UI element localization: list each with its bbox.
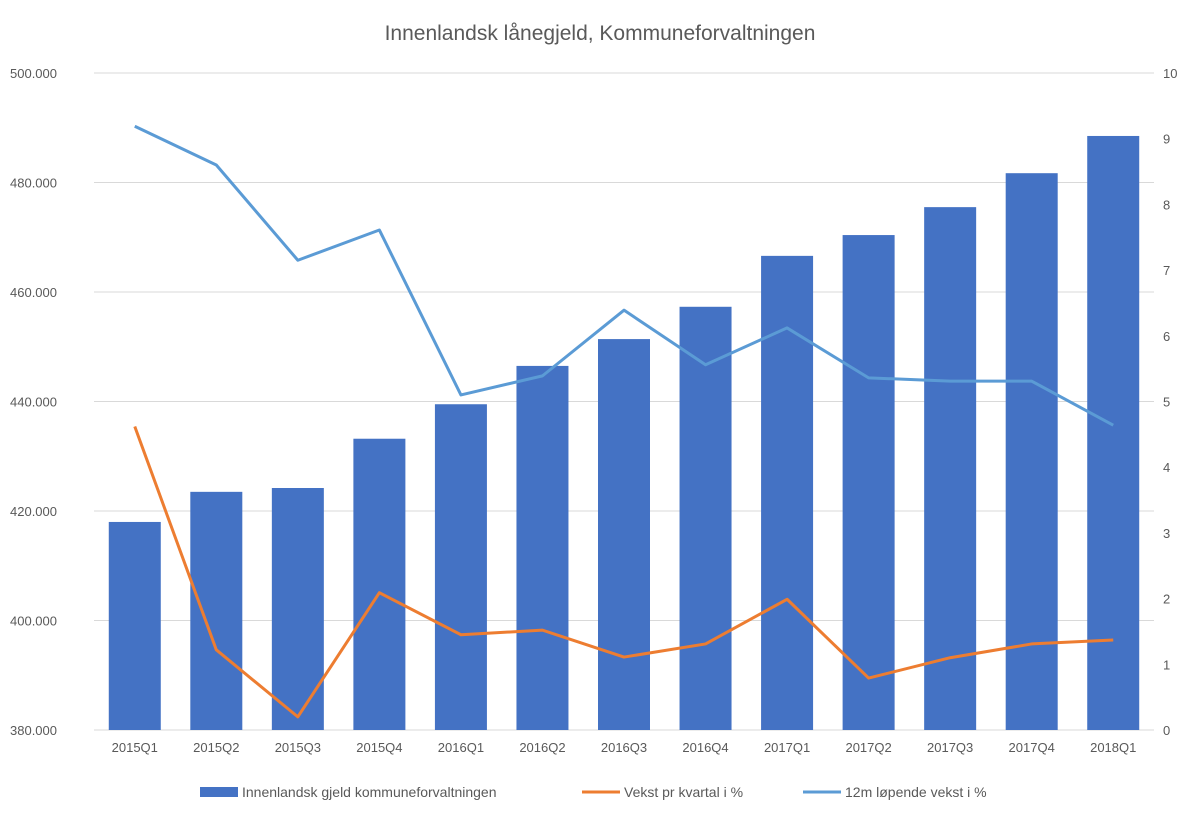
y-right-tick-label: 3 bbox=[1163, 526, 1170, 541]
axes: 380.000 400.000 420.000 440.000 460.000 480.0… bbox=[10, 66, 1177, 755]
x-tick-label: 2016Q2 bbox=[519, 740, 565, 755]
bar bbox=[842, 235, 895, 730]
bar bbox=[1087, 135, 1140, 730]
y-right-tick-label: 0 bbox=[1163, 723, 1170, 738]
y-left-tick-label: 380.000 bbox=[10, 723, 57, 738]
legend-label: 12m løpende vekst i % bbox=[845, 784, 987, 800]
x-tick-label: 2016Q3 bbox=[601, 740, 647, 755]
bar bbox=[1005, 173, 1058, 730]
x-tick-label: 2017Q1 bbox=[764, 740, 810, 755]
y-left-tick-label: 460.000 bbox=[10, 285, 57, 300]
y-right-tick-label: 8 bbox=[1163, 197, 1170, 212]
y-right-tick-label: 9 bbox=[1163, 132, 1170, 147]
y-right-tick-label: 1 bbox=[1163, 657, 1170, 672]
x-tick-label: 2015Q1 bbox=[112, 740, 158, 755]
y-left-tick-label: 440.000 bbox=[10, 395, 57, 410]
x-tick-label: 2017Q2 bbox=[845, 740, 891, 755]
y-right-tick-label: 10 bbox=[1163, 66, 1177, 81]
y-right-tick-label: 4 bbox=[1163, 460, 1170, 475]
bar bbox=[598, 339, 650, 730]
line-series bbox=[133, 124, 1114, 719]
bar bbox=[924, 207, 977, 730]
x-tick-label: 2015Q2 bbox=[193, 740, 239, 755]
series-line bbox=[133, 425, 1114, 719]
x-tick-label: 2015Q3 bbox=[275, 740, 321, 755]
bar bbox=[679, 306, 732, 730]
x-tick-label: 2017Q3 bbox=[927, 740, 973, 755]
y-left-tick-label: 420.000 bbox=[10, 504, 57, 519]
y-left-tick-label: 500.000 bbox=[10, 66, 57, 81]
series-line bbox=[134, 124, 1114, 427]
y-right-tick-label: 6 bbox=[1163, 329, 1170, 344]
bar bbox=[271, 488, 324, 730]
chart-title: Innenlandsk lånegjeld, Kommuneforvaltnin… bbox=[385, 22, 816, 45]
bar bbox=[434, 404, 487, 730]
y-right-tick-label: 2 bbox=[1163, 592, 1170, 607]
bar bbox=[516, 365, 569, 730]
bar bbox=[108, 521, 161, 730]
x-tick-label: 2015Q4 bbox=[356, 740, 402, 755]
y-left-tick-label: 480.000 bbox=[10, 176, 57, 191]
x-tick-label: 2018Q1 bbox=[1090, 740, 1136, 755]
legend-swatch bbox=[200, 787, 238, 797]
y-right-tick-label: 7 bbox=[1163, 263, 1170, 278]
legend-label: Innenlandsk gjeld kommuneforvaltningen bbox=[242, 784, 497, 800]
legend: Innenlandsk gjeld kommuneforvaltningen Ve… bbox=[200, 784, 987, 800]
x-tick-label: 2016Q1 bbox=[438, 740, 484, 755]
x-tick-label: 2016Q4 bbox=[682, 740, 728, 755]
legend-label: Vekst pr kvartal i % bbox=[624, 784, 743, 800]
bar bbox=[353, 438, 406, 730]
y-right-tick-label: 5 bbox=[1163, 395, 1170, 410]
y-left-tick-label: 400.000 bbox=[10, 614, 57, 629]
bar bbox=[190, 491, 243, 730]
bar-series bbox=[108, 135, 1140, 731]
x-tick-label: 2017Q4 bbox=[1009, 740, 1055, 755]
